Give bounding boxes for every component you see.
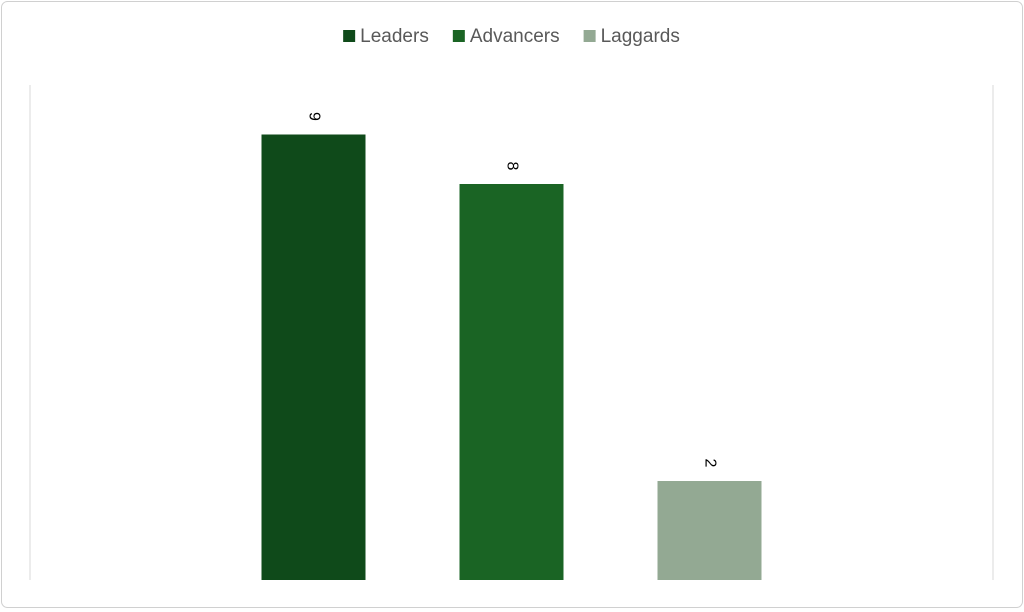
value-label: 8 — [503, 162, 520, 171]
value-label: 2 — [701, 459, 718, 468]
legend-swatch — [583, 30, 596, 42]
legend: Leaders Advancers Laggards — [343, 26, 680, 47]
bar — [261, 134, 366, 580]
bar — [657, 481, 762, 580]
legend-text: Laggards — [601, 26, 680, 47]
bar — [459, 184, 564, 580]
legend-text: Advancers — [470, 26, 560, 47]
legend-swatch — [452, 30, 465, 42]
legend-swatch — [343, 30, 356, 42]
legend-text: Leaders — [360, 26, 429, 47]
value-label: 9 — [305, 112, 322, 121]
